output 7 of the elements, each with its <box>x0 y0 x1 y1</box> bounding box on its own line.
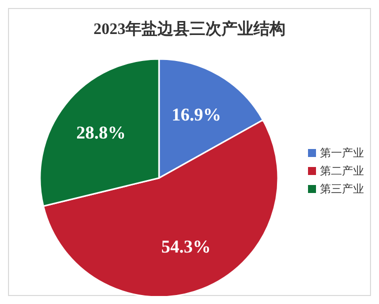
chart-title: 2023年盐边县三次产业结构 <box>94 20 286 38</box>
data-label: 28.8% <box>76 122 126 142</box>
legend-label: 第三产业 <box>320 182 364 196</box>
legend-label: 第一产业 <box>320 146 364 160</box>
legend-label: 第二产业 <box>320 164 364 178</box>
data-label: 54.3% <box>161 236 211 257</box>
data-label: 16.9% <box>172 104 222 124</box>
